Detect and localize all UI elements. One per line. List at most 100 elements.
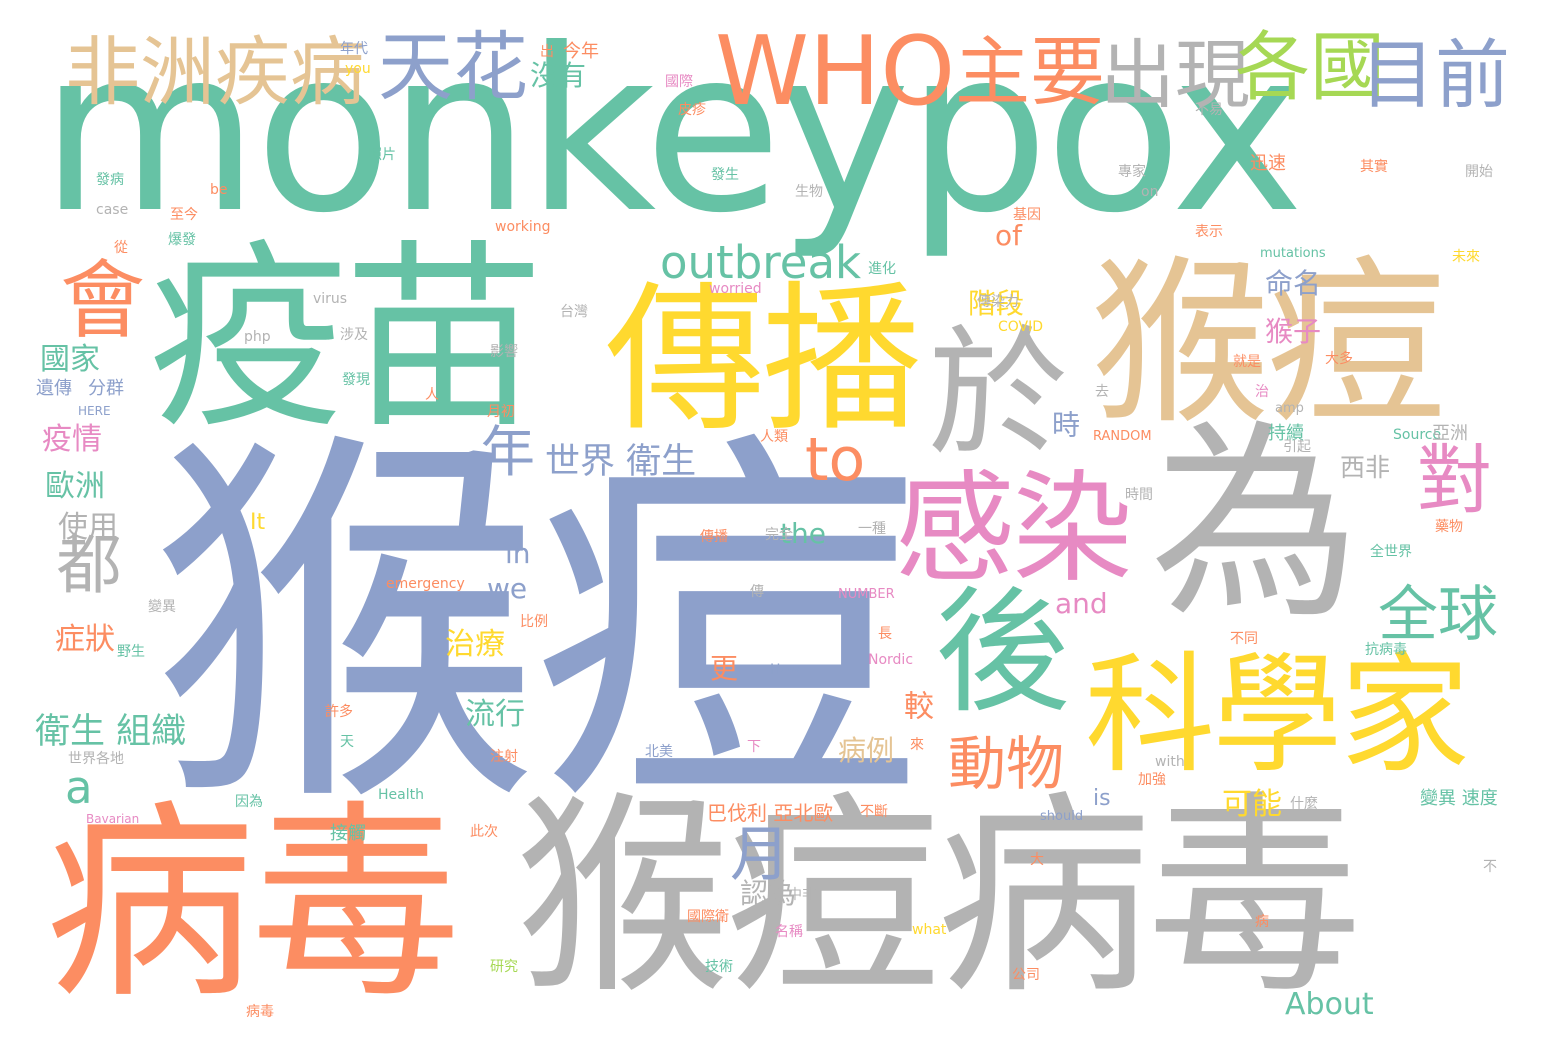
word-a: a [65,761,93,814]
word-the: the [780,517,826,550]
word-shijian: 時間 [1125,487,1153,503]
word-weisheng-zuzhi: 衛生 組織 [35,712,187,752]
word-bingdu: 病毒 [45,782,461,1027]
word-ganran: 感染 [895,460,1133,599]
word-liuxing: 流行 [465,697,525,732]
word-wei: 為 [1150,402,1360,647]
word-xia: 下 [747,739,761,755]
word-bingli: 病例 [838,734,895,767]
word-xunsu: 迅速 [1250,153,1286,174]
word-dabu: 大多 [1325,351,1353,367]
word-quanqiu: 全球 [1378,580,1498,650]
word-feizhou: 非洲疾病 [65,28,366,116]
word-chu: 出 [540,44,554,60]
word-fasheng: 發生 [711,167,739,183]
word-lizhen: 皮疹 [678,102,706,118]
word-qibing: 病毒 [246,1004,274,1020]
word-xifei: 西非 [1340,453,1391,482]
word-weilai: 未來 [1452,249,1480,265]
word-jiaozhe: 較 [898,690,933,720]
word-yeshen: 野生 [117,644,145,660]
word-nordic: Nordic [868,652,914,668]
word-cici: 此次 [470,824,498,840]
word-jishu: 技術 [705,959,733,975]
word-beimei: 北美 [645,744,673,760]
word-lai: 來 [910,737,924,753]
word-zhengzhuang: 症狀 [55,622,115,657]
word-ouzhou: 歐洲 [45,469,105,504]
word-jiyin: 基因 [1013,207,1041,223]
word-zhuanjia: 專家 [1118,164,1146,180]
word-faxian: 發現 [342,372,370,388]
word-gongsi: 公司 [1012,967,1040,983]
word-zhi: 治 [1255,384,1269,400]
word-chuanranli: 傳染力 [977,294,1019,310]
word-bing: 病 [1255,914,1269,930]
word-xuduo: 許多 [325,704,353,720]
word-yazhou: 亞洲 [1432,423,1468,444]
word-chixu: 持續 [1268,423,1304,444]
word-here: HERE [78,404,111,418]
word-houdou-bingdu: 猴痘病毒 [515,772,1362,1023]
word-case: case [96,202,129,218]
word-meiyou: 沒有 [530,59,587,92]
word-shijiegedi: 世界各地 [68,751,124,767]
word-you: you [345,61,371,77]
word-biaoshi: 表示 [1195,224,1223,240]
word-chuanbo: 傳播 [605,266,922,453]
word-yingxiang: 影響 [490,344,518,360]
word-buduan: 不斷 [860,804,888,820]
word-quanshijie: 全世界 [1370,544,1412,560]
word-guojiayi: 國際衛 [687,909,729,925]
word-shenme: 什麼 [1290,796,1318,812]
word-of: of [995,219,1022,252]
word-dongwu: 動物 [948,730,1065,798]
word-tian: 天 [340,734,354,750]
word-tianhua: 天花 [378,23,529,111]
word-shengwu: 生物 [795,184,823,200]
word-bavarian: Bavarian [86,812,140,826]
word-yinqi: 引起 [1283,439,1311,455]
word-taiwan: 台灣 [560,304,588,320]
word-bu: 不 [1483,859,1497,875]
word-what: what [912,922,947,938]
word-zhuyao: 主要 [955,28,1106,116]
word-bili: 比例 [520,614,548,630]
word-bianyi: 變異 [148,599,176,615]
word-mingming: 命名 [1265,267,1322,300]
word-cong: 從 [114,240,128,256]
word-da: 大 [1030,852,1044,868]
word-yu: 於 [928,313,1068,476]
word-working: working [495,219,551,235]
word-emergency: emergency [386,576,465,592]
word-zhuse: 注射 [490,749,518,765]
word-about: About [1285,987,1374,1022]
word-jinhua: 進化 [868,261,896,277]
word-covid: COVID [998,319,1044,335]
word-hou: 後 [935,574,1070,731]
word-dou: 都 [45,530,120,595]
word-health: Health [378,787,424,803]
word-jiuzhi: 就是 [1233,354,1261,370]
word-mingcheng: 名稱 [775,924,803,940]
word-bafali: 巴伐利 亞北歐 [707,801,834,825]
word-ren: 人 [425,387,439,403]
word-yimiao: 疫苗 [148,223,544,456]
word-to: to [805,425,866,495]
word-kaishi: 開始 [1465,164,1493,180]
word-yiqing: 疫情 [42,422,102,457]
word-houdou-big: 猴痘 [150,400,922,854]
word-kangbingdu: 抗病毒 [1365,642,1407,658]
word-how: How [770,662,801,678]
word-yue: 月 [730,820,790,890]
word-monkeypox: monkeypox [40,1,1304,263]
word-wanquan: 完全 [765,527,793,543]
word-source: Source [1393,427,1442,443]
word-who: WHO [715,17,956,127]
word-bianyi-sudu: 變異 速度 [1420,788,1498,809]
word-zhijin: 至今 [170,207,198,223]
word-in: in [505,537,531,570]
word-amp: amp [1275,401,1304,416]
word-nianyou: 年代 [340,41,368,57]
